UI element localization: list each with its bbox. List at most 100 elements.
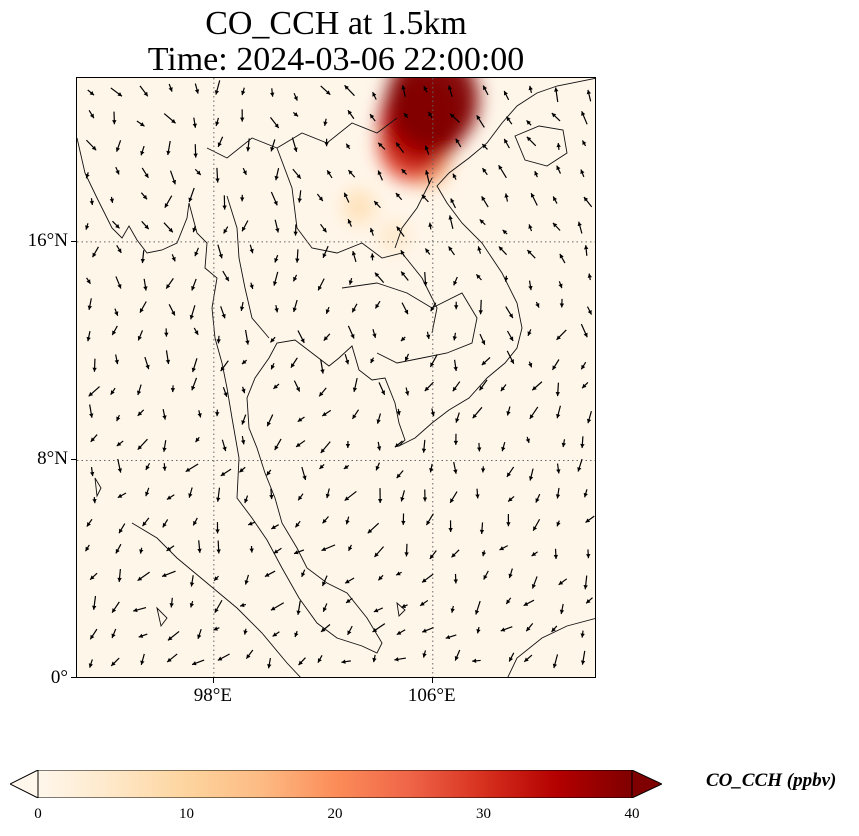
wind-arrow	[505, 597, 512, 605]
wind-arrow	[322, 603, 328, 612]
wind-arrow	[370, 253, 375, 261]
wind-arrow	[452, 332, 457, 341]
wind-arrow	[503, 90, 510, 101]
wind-arrow	[425, 331, 431, 340]
wind-arrow	[475, 488, 480, 499]
wind-arrow	[297, 493, 304, 501]
colorbar-label: CO_CCH (ppbv)	[706, 770, 837, 791]
wind-arrow	[85, 172, 90, 179]
wind-arrow	[140, 145, 145, 156]
wind-arrow	[552, 196, 558, 204]
wind-arrow	[317, 278, 325, 291]
wind-arrow	[116, 440, 124, 447]
colorbar-tick-label: 20	[327, 806, 343, 822]
wind-arrow	[87, 89, 95, 96]
wind-arrow	[556, 329, 567, 341]
wind-arrow	[195, 436, 200, 443]
wind-arrow	[118, 523, 126, 534]
wind-arrow	[222, 270, 230, 282]
wind-arrow	[394, 440, 403, 448]
wind-arrow	[216, 335, 221, 344]
wind-arrow	[478, 299, 483, 315]
wind-arrow	[274, 254, 279, 263]
wind-arrow	[482, 167, 488, 176]
wind-arrow	[447, 85, 453, 97]
wind-arrow	[401, 302, 409, 315]
wind-arrow	[316, 193, 324, 202]
wind-arrow	[163, 222, 174, 233]
wind-arrow	[577, 458, 583, 472]
wind-arrow	[343, 192, 350, 203]
wind-arrow	[249, 244, 254, 254]
lat-tick-mark	[71, 677, 76, 678]
wind-arrow	[375, 462, 380, 471]
wind-arrow	[525, 623, 534, 632]
wind-arrow	[556, 165, 562, 174]
wind-arrow	[274, 168, 280, 181]
wind-arrow	[290, 357, 298, 369]
map-title: CO_CCH at 1.5km	[205, 5, 467, 42]
wind-arrow	[193, 327, 199, 336]
wind-arrow	[400, 249, 406, 257]
wind-arrow	[450, 605, 455, 613]
wind-arrow	[221, 439, 227, 452]
wind-arrow	[347, 218, 352, 227]
wind-arrow	[293, 92, 298, 101]
wind-arrow	[168, 83, 173, 92]
wind-arrow	[428, 222, 433, 230]
wind-arrow	[220, 468, 232, 477]
wind-arrow	[351, 409, 360, 420]
wind-arrow	[403, 112, 409, 119]
wind-arrow	[348, 544, 353, 552]
wind-arrow	[395, 142, 405, 154]
lon-tick-mark	[212, 678, 214, 683]
wind-arrow	[583, 245, 589, 256]
wind-arrow	[394, 657, 406, 662]
wind-arrow	[136, 120, 145, 127]
wind-arrow	[504, 193, 509, 202]
wind-arrow	[297, 416, 305, 423]
wind-arrow	[535, 493, 541, 503]
wind-arrow	[240, 435, 246, 445]
wind-arrow	[377, 142, 386, 150]
wind-arrow	[419, 599, 429, 607]
wind-arrow	[430, 408, 435, 417]
coastline-borders	[77, 78, 595, 677]
wind-arrow	[162, 440, 167, 452]
wind-arrow	[425, 513, 434, 526]
wind-arrow	[554, 87, 559, 103]
wind-arrow	[292, 168, 302, 180]
wind-arrow	[197, 410, 202, 418]
wind-arrow	[269, 117, 280, 129]
wind-arrow	[140, 653, 145, 666]
wind-arrow	[192, 117, 197, 128]
wind-arrow	[503, 275, 509, 282]
wind-arrow	[319, 463, 325, 470]
wind-arrow	[498, 246, 508, 256]
wind-arrow	[404, 353, 410, 362]
wind-arrow	[267, 657, 272, 669]
wind-arrow	[556, 142, 561, 151]
lat-tick-mark	[71, 459, 76, 461]
wind-arrow	[374, 272, 385, 284]
wind-arrow	[345, 597, 353, 604]
wind-arrow	[215, 522, 220, 534]
wind-arrow	[583, 196, 593, 208]
wind-arrow	[373, 200, 381, 209]
wind-arrow	[87, 298, 92, 310]
wind-arrow	[136, 384, 142, 396]
wind-arrow	[580, 630, 585, 638]
wind-arrow	[321, 544, 336, 552]
wind-arrow	[374, 300, 381, 309]
wind-arrow	[165, 278, 174, 289]
wind-arrow	[164, 195, 173, 209]
wind-arrow	[273, 547, 282, 554]
wind-arrow	[92, 358, 97, 372]
wind-arrow	[345, 440, 351, 449]
wind-arrow	[528, 280, 533, 291]
wind-arrow	[215, 117, 220, 127]
wind-arrow	[376, 441, 382, 451]
wind-arrow	[453, 461, 458, 474]
wind-arrow	[274, 438, 282, 451]
wind-arrow	[347, 169, 356, 178]
